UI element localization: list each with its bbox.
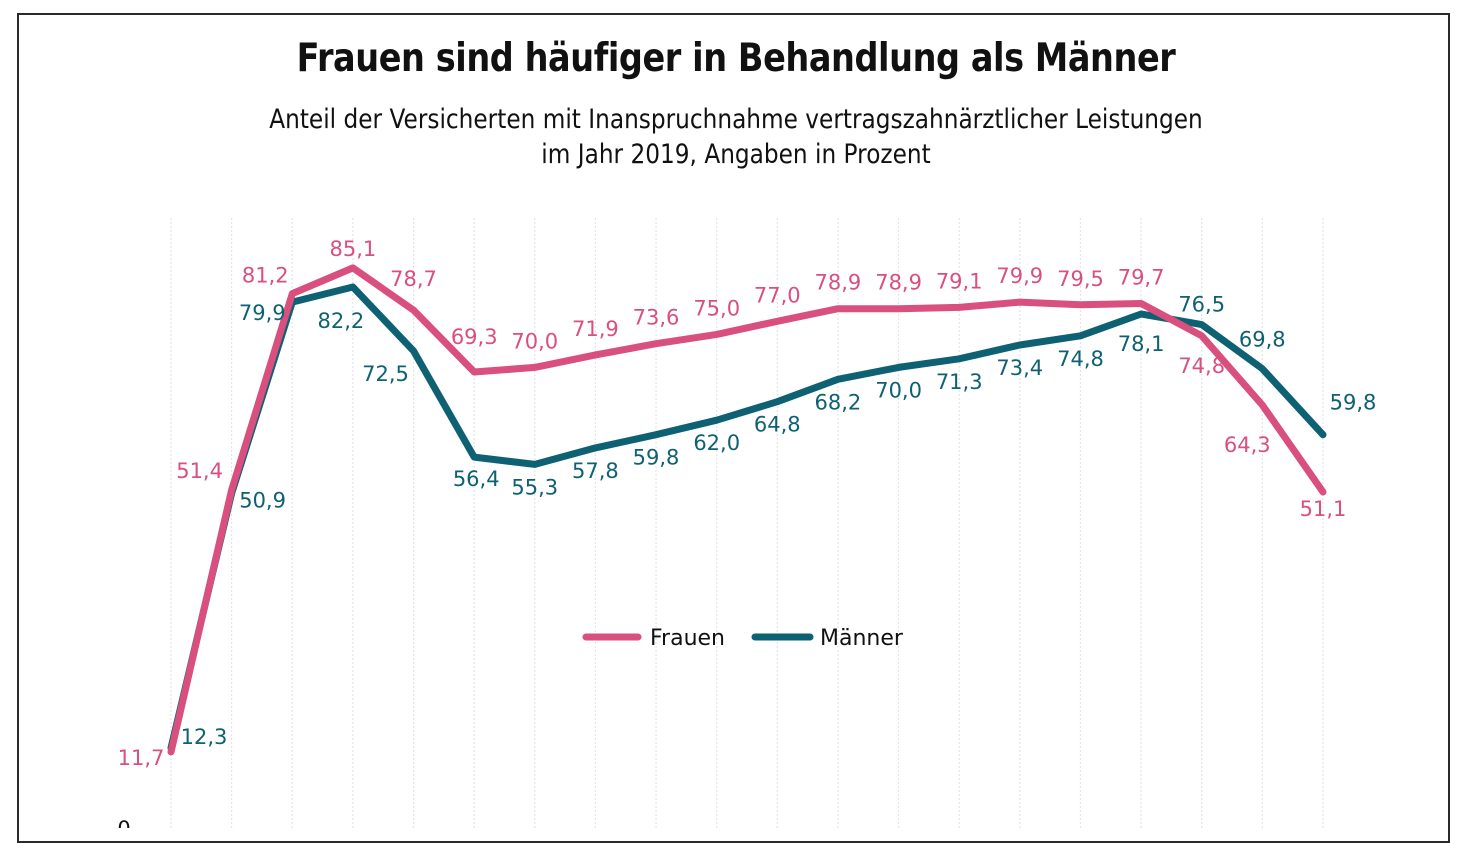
- data-label-frauen: 73,6: [633, 306, 680, 330]
- series-line-frauen: [167, 264, 1327, 756]
- series-lines: [167, 264, 1327, 756]
- data-labels: 11,7 51,4 81,2 85,1 78,7 69,3 70,0 71,9 73,6 75,0…: [118, 237, 1377, 770]
- data-label-maenner: 70,0: [875, 378, 922, 402]
- chart-subtitle-line2: im Jahr 2019, Angaben in Prozent: [541, 139, 931, 170]
- data-label-frauen: 69,3: [451, 325, 498, 349]
- data-label-frauen: 77,0: [754, 283, 801, 307]
- data-label-maenner: 79,9: [239, 301, 286, 325]
- data-label-frauen: 79,9: [996, 264, 1043, 288]
- data-label-maenner: 59,8: [1330, 391, 1377, 415]
- data-label-maenner: 68,2: [815, 390, 862, 414]
- data-label-maenner: 56,4: [453, 467, 500, 491]
- data-label-frauen: 79,1: [936, 269, 983, 293]
- gridlines: [170, 218, 1324, 828]
- data-label-frauen: 78,9: [875, 271, 922, 295]
- legend-label: Männer: [820, 626, 904, 651]
- data-label-maenner: 71,3: [936, 370, 983, 394]
- data-label-frauen: 64,3: [1224, 433, 1271, 457]
- legend-item-frauen: Frauen: [582, 626, 725, 651]
- chart-title: Frauen sind häufiger in Behandlung als M…: [296, 36, 1176, 81]
- legend-item-maenner: Männer: [751, 626, 904, 651]
- data-label-maenner: 69,8: [1239, 328, 1286, 352]
- data-label-maenner: 72,5: [362, 362, 409, 386]
- data-label-maenner: 12,3: [181, 725, 228, 749]
- legend-label: Frauen: [650, 626, 725, 651]
- data-label-maenner: 64,8: [754, 413, 801, 437]
- data-label-maenner: 74,8: [1057, 347, 1104, 371]
- data-label-frauen: 70,0: [511, 329, 558, 353]
- data-label-frauen: 85,1: [330, 237, 377, 261]
- data-label-maenner: 50,9: [239, 488, 286, 512]
- data-label-frauen: 75,0: [693, 296, 740, 320]
- data-label-frauen: 11,7: [118, 746, 165, 770]
- series-line-maenner: [167, 283, 1327, 752]
- data-label-frauen: 74,8: [1178, 354, 1225, 378]
- data-label-maenner: 76,5: [1178, 293, 1225, 317]
- data-label-frauen: 78,7: [390, 267, 437, 291]
- data-label-maenner: 62,0: [693, 431, 740, 455]
- data-label-frauen: 79,7: [1118, 266, 1165, 290]
- data-label-frauen: 81,2: [242, 264, 289, 288]
- chart-subtitle-line1: Anteil der Versicherten mit Inanspruchna…: [269, 104, 1203, 135]
- data-label-frauen: 79,5: [1057, 267, 1104, 291]
- data-label-maenner: 59,8: [633, 446, 680, 470]
- data-label-maenner: 55,3: [511, 475, 558, 499]
- data-label-maenner: 73,4: [996, 356, 1043, 380]
- y-axis: 0: [117, 817, 130, 828]
- legend: Frauen Männer: [582, 626, 904, 651]
- data-label-maenner: 82,2: [318, 309, 365, 333]
- data-label-frauen: 51,1: [1300, 497, 1347, 521]
- data-label-maenner: 78,1: [1118, 332, 1165, 356]
- data-label-frauen: 71,9: [572, 317, 619, 341]
- data-label-frauen: 51,4: [176, 459, 223, 483]
- data-label-frauen: 78,9: [815, 271, 862, 295]
- data-label-maenner: 57,8: [572, 459, 619, 483]
- y-tick-label: 0: [117, 817, 130, 828]
